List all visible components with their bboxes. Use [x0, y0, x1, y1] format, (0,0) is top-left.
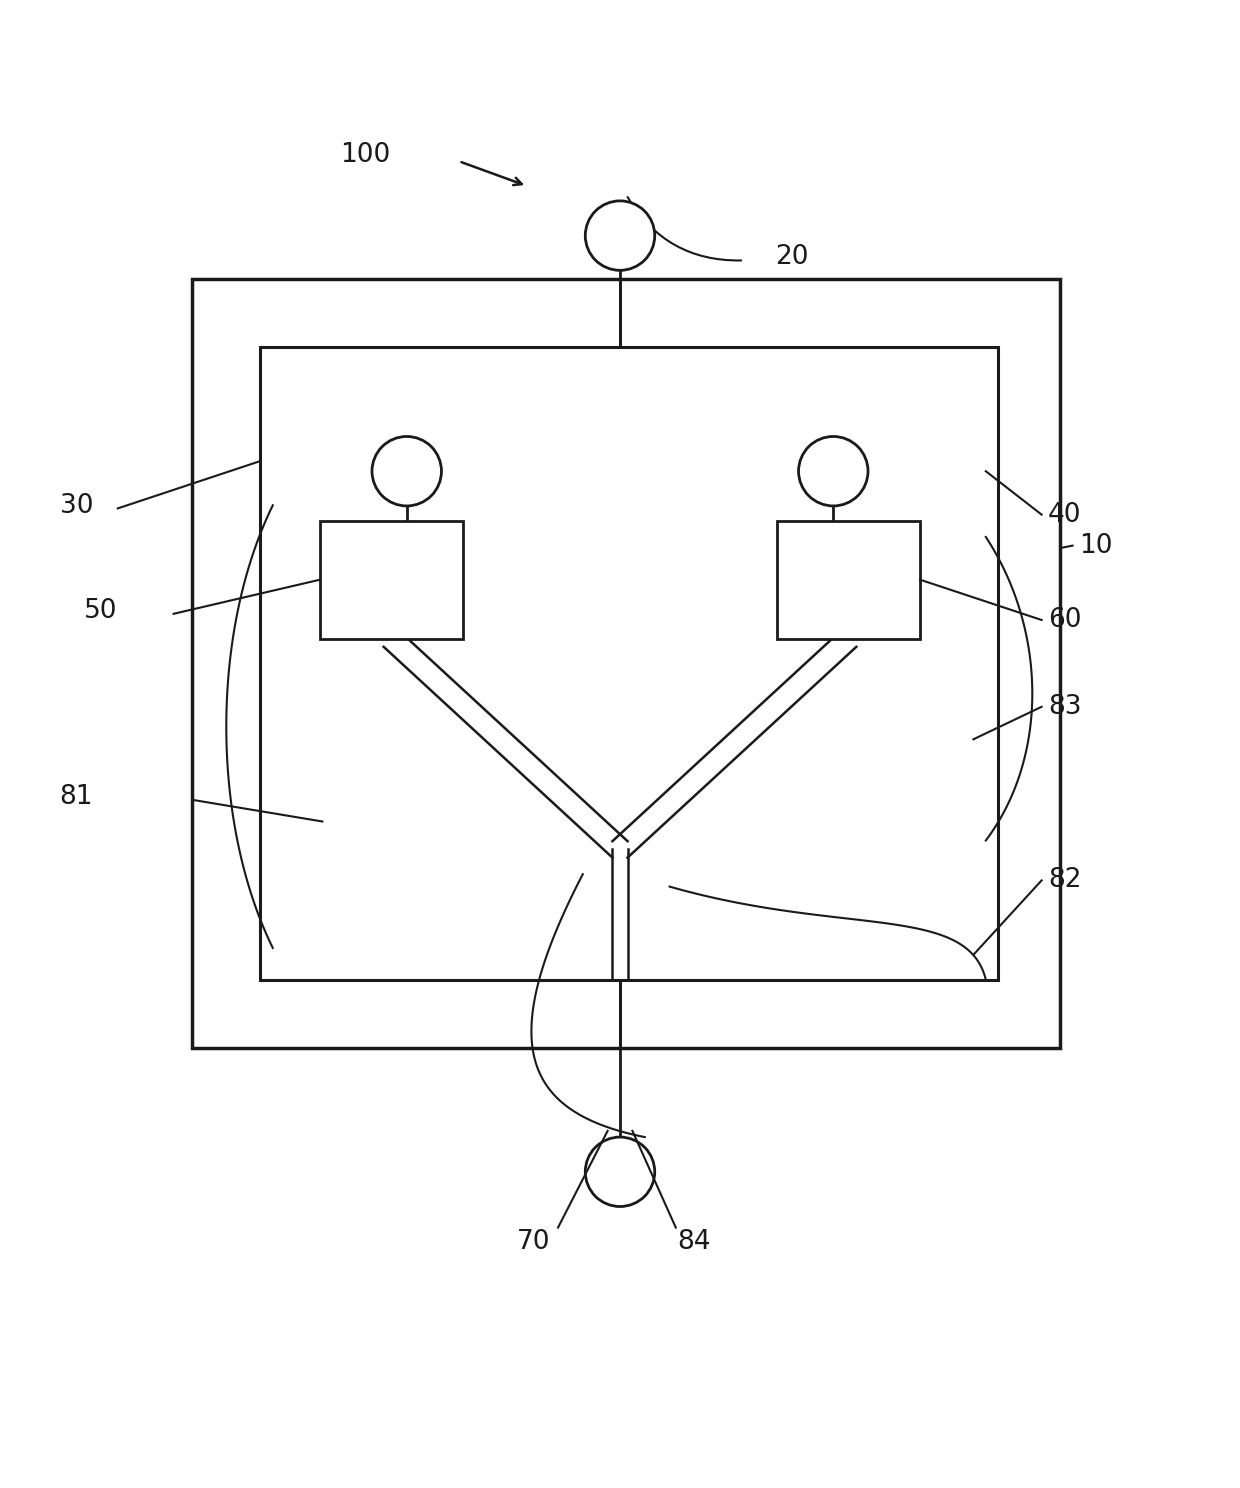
- Text: 20: 20: [775, 244, 808, 269]
- Bar: [260, 347, 998, 979]
- Text: 84: 84: [677, 1229, 712, 1256]
- Bar: [192, 278, 1060, 1048]
- Text: 100: 100: [340, 141, 391, 168]
- Bar: [777, 521, 920, 638]
- Text: 70: 70: [516, 1229, 551, 1256]
- Ellipse shape: [799, 436, 868, 506]
- Text: 10: 10: [1079, 533, 1112, 558]
- Text: 82: 82: [1048, 868, 1081, 893]
- Bar: [320, 521, 463, 638]
- Text: 50: 50: [84, 598, 118, 625]
- Text: 81: 81: [60, 784, 93, 811]
- Ellipse shape: [585, 1137, 655, 1207]
- Text: 60: 60: [1048, 607, 1081, 632]
- Text: 83: 83: [1048, 693, 1081, 720]
- Text: 30: 30: [60, 493, 93, 519]
- Text: 40: 40: [1048, 501, 1081, 528]
- Ellipse shape: [585, 201, 655, 271]
- Ellipse shape: [372, 436, 441, 506]
